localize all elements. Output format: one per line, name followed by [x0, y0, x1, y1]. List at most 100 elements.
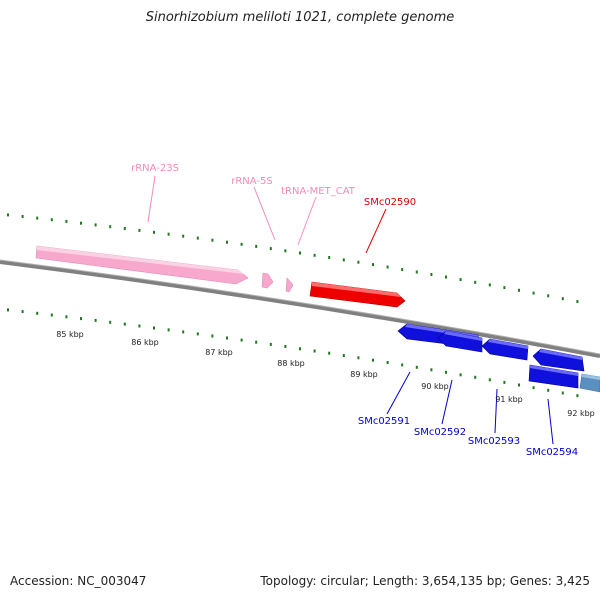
leader-rrna-5s: [253, 186, 276, 241]
lower-track-tick: [503, 380, 506, 384]
lower-track-tick: [211, 334, 214, 338]
feature-trna-met-cat[interactable]: [285, 277, 294, 293]
upper-track-tick: [123, 227, 126, 230]
feature-smc02590[interactable]: [309, 281, 406, 308]
label-smc02590[interactable]: SMc02590: [364, 197, 416, 208]
feature-rrna-5s[interactable]: [261, 272, 274, 289]
upper-track-tick: [284, 249, 287, 253]
upper-track-tick: [211, 238, 214, 242]
upper-track-tick: [94, 223, 97, 227]
lower-track-tick: [415, 365, 418, 369]
upper-track-tick: [269, 247, 272, 251]
upper-track-tick: [153, 230, 155, 234]
upper-track-tick: [299, 251, 301, 255]
scale-label: 88 kbp: [277, 359, 305, 368]
lower-track-tick: [109, 320, 112, 324]
upper-track-tick: [167, 232, 170, 236]
upper-track-tick: [357, 260, 360, 264]
lower-track-tick: [269, 342, 272, 346]
label-smc02593[interactable]: SMc02593: [468, 436, 520, 447]
scale-label: 90 kbp: [421, 382, 449, 391]
lower-track-tick: [7, 308, 9, 312]
lower-track-tick: [342, 354, 345, 357]
lower-track-tick: [372, 358, 374, 362]
upper-track-tick: [547, 294, 550, 298]
upper-track-tick: [109, 225, 112, 229]
feature-reverse-gene-partial[interactable]: [528, 364, 579, 389]
lower-track-tick: [313, 349, 316, 353]
upper-track-tick: [430, 273, 433, 276]
label-smc02592[interactable]: SMc02592: [414, 427, 466, 438]
feature-smc02592[interactable]: [437, 330, 483, 353]
feature-gene-light-blue[interactable]: [579, 373, 600, 393]
leader-smc02593: [494, 388, 498, 434]
upper-track-tick: [372, 263, 374, 267]
upper-track-tick: [80, 221, 82, 225]
scale-label: 89 kbp: [350, 370, 378, 379]
label-smc02591[interactable]: SMc02591: [358, 416, 410, 427]
upper-track-tick: [503, 286, 506, 290]
upper-track-tick: [532, 291, 535, 295]
lower-track-tick: [576, 394, 579, 398]
upper-track-tick: [50, 218, 53, 222]
upper-track-tick: [474, 280, 477, 284]
upper-track-tick: [240, 242, 243, 246]
label-smc02594[interactable]: SMc02594: [526, 447, 578, 458]
lower-track-tick: [94, 318, 97, 322]
lower-track-tick: [167, 328, 170, 332]
lower-track-tick: [36, 311, 39, 315]
lower-track-tick: [401, 363, 404, 367]
upper-track-tick: [255, 244, 258, 248]
feature-smc02594[interactable]: [532, 348, 585, 372]
scale-label: 85 kbp: [56, 330, 84, 339]
lower-track-tick: [21, 310, 24, 314]
lower-track-tick: [386, 361, 389, 364]
upper-track-tick: [561, 297, 564, 301]
upper-track-tick: [342, 258, 345, 262]
scale-label: 91 kbp: [495, 395, 523, 404]
upper-track-tick: [182, 234, 185, 238]
accession-label: Accession: NC_003047: [10, 574, 147, 588]
label-trna-met-cat[interactable]: tRNA-MET_CAT: [281, 186, 356, 197]
upper-track-tick: [65, 219, 68, 223]
lower-track-tick: [138, 324, 141, 328]
leader-trna: [297, 196, 317, 246]
upper-track-tick: [7, 213, 9, 217]
upper-track-tick: [576, 300, 579, 303]
upper-track-tick: [401, 268, 404, 271]
lower-track-tick: [518, 383, 520, 387]
label-rrna-23s[interactable]: rRNA-23S: [131, 163, 179, 174]
lower-track-tick: [240, 338, 243, 342]
leader-smc02594: [547, 398, 554, 445]
upper-track-tick: [313, 253, 316, 257]
feature-rrna-23s[interactable]: [35, 245, 249, 285]
upper-track-tick: [36, 216, 39, 220]
lower-track-tick: [153, 326, 155, 330]
lower-track-tick: [547, 388, 550, 392]
map-title: Sinorhizobium meliloti 1021, complete ge…: [145, 10, 455, 25]
lower-track-tick: [80, 317, 82, 321]
lower-track-tick: [459, 373, 462, 377]
lower-track-tick: [299, 347, 301, 351]
lower-track-tick: [430, 368, 433, 372]
upper-track-tick: [226, 240, 228, 244]
scale-label: 86 kbp: [131, 338, 159, 347]
leader-rrna-23s: [147, 175, 156, 223]
upper-track-tick: [386, 265, 389, 269]
lower-track-tick: [182, 330, 185, 334]
lower-tick-track: [7, 308, 579, 398]
lower-track-tick: [123, 322, 126, 326]
label-rrna-5s[interactable]: rRNA-5S: [231, 176, 272, 187]
lower-track-tick: [357, 356, 360, 360]
upper-track-tick: [445, 275, 447, 279]
upper-track-tick: [21, 215, 24, 218]
genome-backbone-highlight: [0, 259, 600, 355]
upper-track-tick: [196, 236, 199, 240]
lower-track-tick: [226, 336, 228, 340]
scale-label: 92 kbp: [567, 409, 595, 418]
lower-track-tick: [532, 386, 535, 390]
upper-track-tick: [488, 283, 491, 287]
feature-smc02593[interactable]: [481, 338, 529, 361]
